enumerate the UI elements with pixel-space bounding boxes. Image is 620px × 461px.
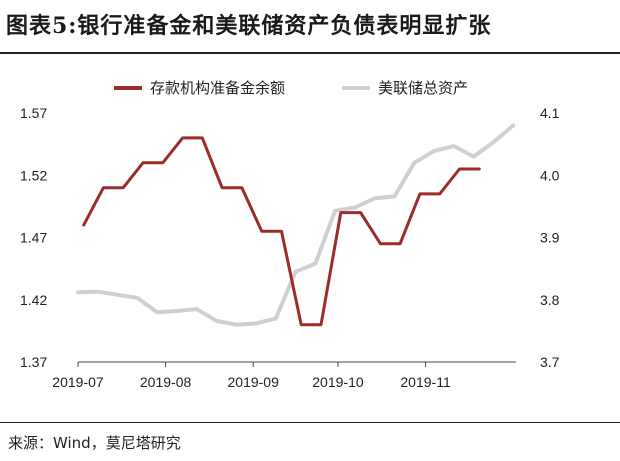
y-right-tick-label: 3.8 <box>540 292 560 308</box>
y-left-tick-label: 1.57 <box>20 105 47 121</box>
y-left-tick-label: 1.42 <box>20 292 47 308</box>
y-right-tick-label: 3.7 <box>540 354 560 370</box>
x-tick-label: 2019-08 <box>140 374 192 390</box>
y-left-tick-label: 1.52 <box>20 167 47 183</box>
y-left-tick-label: 1.37 <box>20 354 47 370</box>
source-note: 来源：Wind，莫尼塔研究 <box>8 434 181 452</box>
y-right-tick-label: 4.0 <box>540 167 560 183</box>
source-divider <box>0 422 620 423</box>
y-left-tick-label: 1.47 <box>20 230 47 246</box>
x-tick-label: 2019-10 <box>312 374 364 390</box>
chart-title: 图表5:银行准备金和美联储资产负债表明显扩张 <box>6 13 492 39</box>
line-chart: 2019-07 2019-08 2019-09 2019-10 2019-11 1.57 1… <box>20 79 560 390</box>
reserves-series-line <box>82 136 481 327</box>
x-tick-label: 2019-07 <box>52 374 104 390</box>
x-tick-label: 2019-09 <box>228 374 280 390</box>
y-right-tick-label: 3.9 <box>540 230 560 246</box>
title-divider <box>0 52 620 54</box>
y-right-tick-label: 4.1 <box>540 105 560 121</box>
x-tick-label: 2019-11 <box>400 374 451 390</box>
legend-item-fed-assets-label: 美联储总资产 <box>378 80 468 97</box>
legend-item-reserves-label: 存款机构准备金余额 <box>150 79 285 97</box>
fed-assets-series-line <box>76 123 516 327</box>
